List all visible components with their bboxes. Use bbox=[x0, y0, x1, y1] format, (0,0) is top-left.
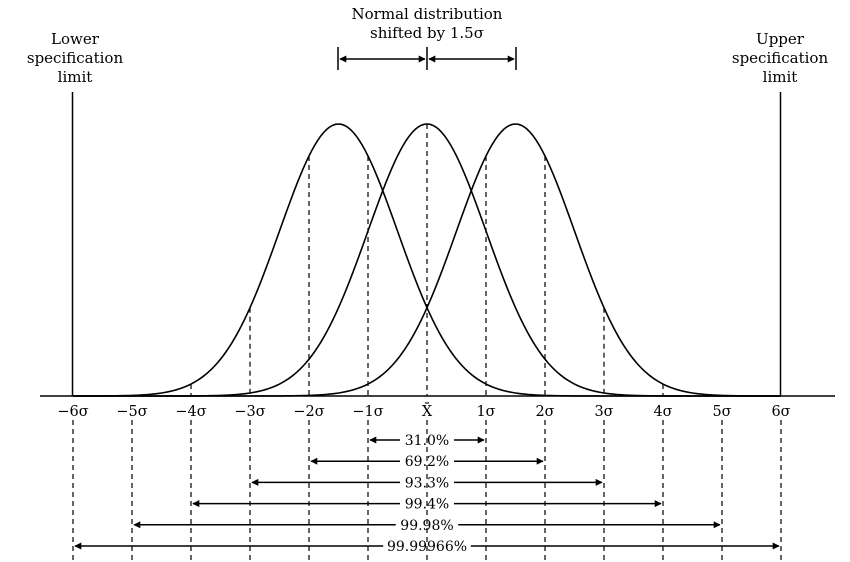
title-line-1: Normal distribution bbox=[352, 5, 503, 23]
tick-label: X̄ bbox=[422, 402, 433, 420]
percentage-label: 69.2% bbox=[405, 454, 449, 470]
tick-label: −3σ bbox=[234, 404, 265, 420]
lower-limit-label-line-1: Lower bbox=[51, 30, 100, 48]
percentage-label: 93.3% bbox=[405, 475, 449, 491]
percentage-span: 99.99966% bbox=[74, 539, 780, 555]
tick-label: 4σ bbox=[653, 404, 672, 420]
percentage-span: 93.3% bbox=[251, 475, 603, 491]
tick-label: 3σ bbox=[594, 404, 613, 420]
percentage-span: 31.0% bbox=[369, 433, 485, 449]
tick-label: −6σ bbox=[57, 404, 88, 420]
tick-label: 2σ bbox=[535, 404, 554, 420]
upper-limit-label-line-3: limit bbox=[763, 68, 798, 86]
tick-label: 5σ bbox=[712, 404, 731, 420]
title-line-2: shifted by 1.5σ bbox=[370, 24, 484, 42]
percentage-label: 99.99966% bbox=[387, 539, 467, 555]
percentage-span: 69.2% bbox=[310, 454, 544, 470]
tick-label: 6σ bbox=[771, 404, 790, 420]
sigma-tick-labels: −6σ −5σ −4σ −3σ −2σ −1σ X̄ 1σ 2σ 3σ 4σ 5σ 6σ bbox=[57, 402, 790, 420]
tick-label: −1σ bbox=[352, 404, 383, 420]
percentage-spans: 31.0% 69.2% 93.3% 99.4% 99.98% 99.99966% bbox=[74, 433, 780, 555]
tick-label: 1σ bbox=[476, 404, 495, 420]
sigma-dashed-lines-upper bbox=[131, 124, 723, 396]
percentage-span: 99.98% bbox=[133, 518, 721, 534]
lower-limit-label-line-3: limit bbox=[58, 68, 93, 86]
shift-arrows bbox=[337, 47, 517, 70]
percentage-label: 31.0% bbox=[405, 433, 449, 449]
sigma-dashed-lines-lower bbox=[72, 420, 782, 562]
percentage-span: 99.4% bbox=[192, 497, 662, 513]
tick-label: −2σ bbox=[293, 404, 324, 420]
percentage-label: 99.98% bbox=[400, 518, 453, 534]
lower-limit-label-line-2: specification bbox=[27, 49, 124, 67]
upper-limit-label-line-2: specification bbox=[732, 49, 829, 67]
tick-label: −4σ bbox=[175, 404, 206, 420]
tick-label: −5σ bbox=[116, 404, 147, 420]
percentage-label: 99.4% bbox=[405, 497, 449, 513]
upper-limit-label-line-1: Upper bbox=[756, 30, 805, 48]
